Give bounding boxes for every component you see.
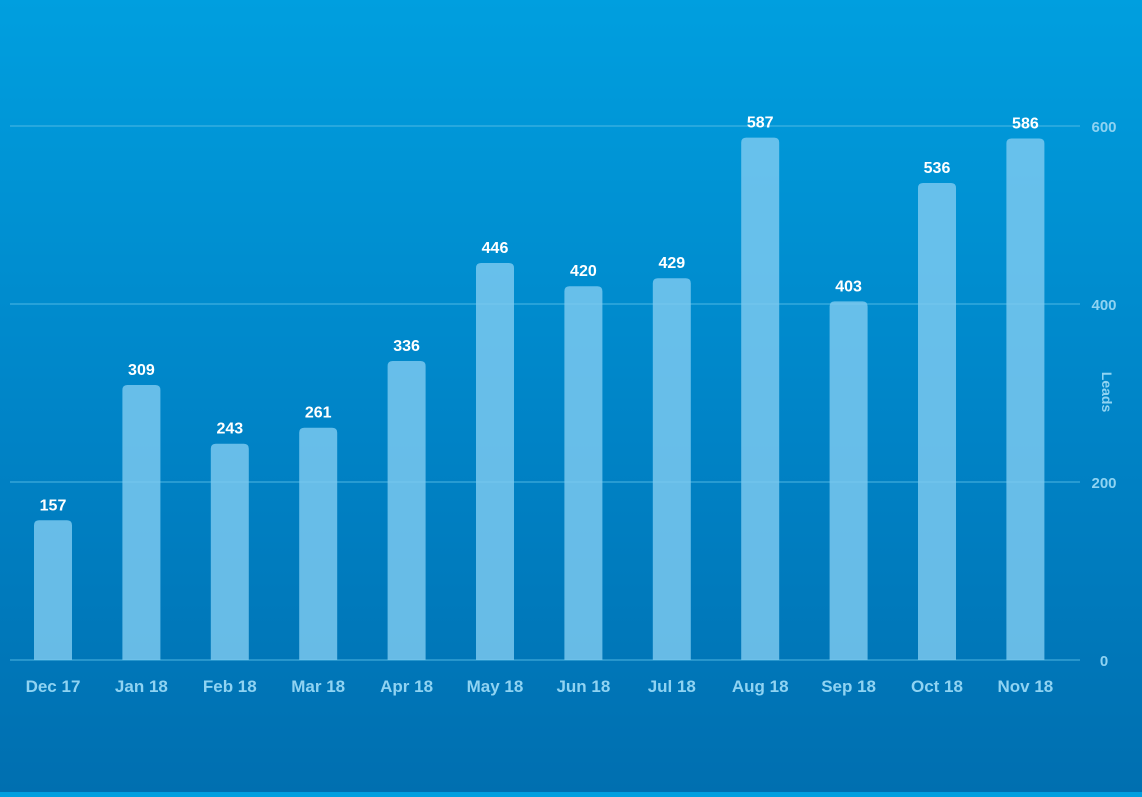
x-tick-label: Feb 18 (203, 677, 257, 696)
bar-sep-18 (829, 301, 868, 660)
data-label: 157 (40, 497, 67, 514)
x-tick-label: May 18 (467, 677, 524, 696)
bar-nov-18 (1006, 138, 1045, 660)
bars (34, 137, 1045, 660)
x-tick-label: Dec 17 (26, 677, 81, 696)
x-axis: Dec 17 Jan 18 Feb 18 Mar 18 Apr 18 May 18 Jun … (26, 677, 1054, 696)
bar-feb-18 (210, 443, 249, 660)
x-tick-label: Jun 18 (556, 677, 610, 696)
bar-jun-18 (564, 286, 603, 660)
x-tick-label: Jul 18 (648, 677, 696, 696)
data-label: 586 (1012, 115, 1039, 132)
data-label: 336 (393, 338, 420, 355)
x-tick-label: Oct 18 (911, 677, 963, 696)
bar-jan-18 (122, 384, 161, 660)
data-label: 587 (747, 115, 774, 132)
data-label: 420 (570, 263, 597, 280)
data-label: 309 (128, 362, 155, 379)
bar-oct-18 (918, 182, 956, 660)
y-tick-label: 400 (1091, 297, 1116, 314)
y-tick-label: 200 (1091, 475, 1116, 492)
x-tick-label: Apr 18 (380, 677, 433, 696)
y-tick-label: 0 (1100, 653, 1108, 670)
gridlines (10, 125, 1080, 661)
x-tick-label: Mar 18 (291, 677, 345, 696)
bar-may-18 (476, 263, 514, 660)
data-labels: 157 309 243 261 336 446 420 429 587 403 536 586 (40, 115, 1039, 515)
bar-aug-18 (741, 137, 780, 660)
x-tick-label: Sep 18 (821, 677, 876, 696)
bar-apr-18 (387, 360, 426, 660)
data-label: 403 (835, 278, 862, 295)
x-tick-label: Nov 18 (998, 677, 1054, 696)
data-label: 536 (924, 160, 951, 177)
y-axis: Leads 0 200 400 600 (1091, 119, 1116, 670)
data-label: 261 (305, 405, 332, 422)
x-tick-label: Jan 18 (115, 677, 168, 696)
data-label: 429 (658, 255, 685, 272)
bar-mar-18 (299, 427, 338, 660)
bar-dec-17 (34, 520, 72, 660)
bar-jul-18 (652, 278, 691, 660)
y-axis-title: Leads (1099, 372, 1115, 413)
y-tick-label: 600 (1091, 119, 1116, 136)
data-label: 243 (216, 421, 243, 438)
x-tick-label: Aug 18 (732, 677, 789, 696)
data-label: 446 (482, 240, 509, 257)
